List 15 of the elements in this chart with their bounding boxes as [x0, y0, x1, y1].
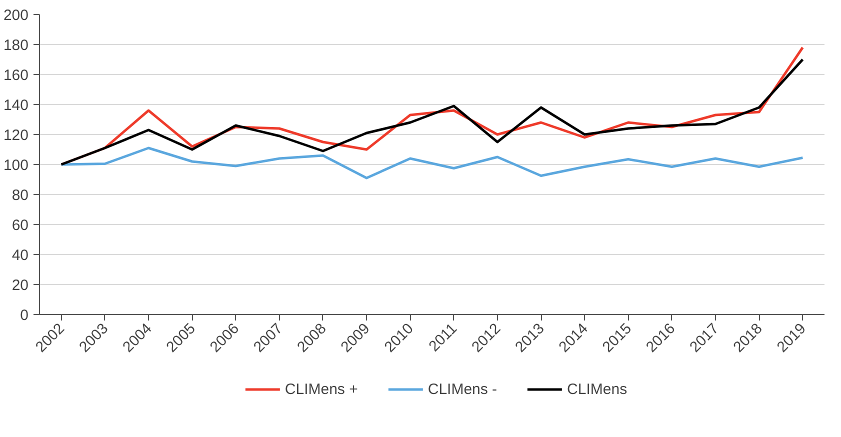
y-tick-label: 200	[3, 7, 29, 24]
y-tick-label: 20	[12, 277, 29, 294]
y-tick-label: 80	[12, 187, 29, 204]
y-tick-label: 100	[3, 157, 29, 174]
legend-label: CLIMens -	[428, 380, 498, 398]
legend-label: CLIMens	[567, 380, 628, 398]
y-tick-label: 160	[3, 67, 29, 84]
line-series	[60, 146, 804, 180]
y-tick-label: 140	[3, 97, 29, 114]
y-tick-label: 60	[12, 217, 29, 234]
y-tick-label: 0	[20, 307, 28, 324]
legend-label: CLIMens +	[284, 380, 358, 398]
y-tick-label: 120	[3, 127, 29, 144]
y-tick-label: 40	[12, 247, 29, 264]
y-tick-label: 180	[3, 37, 29, 54]
